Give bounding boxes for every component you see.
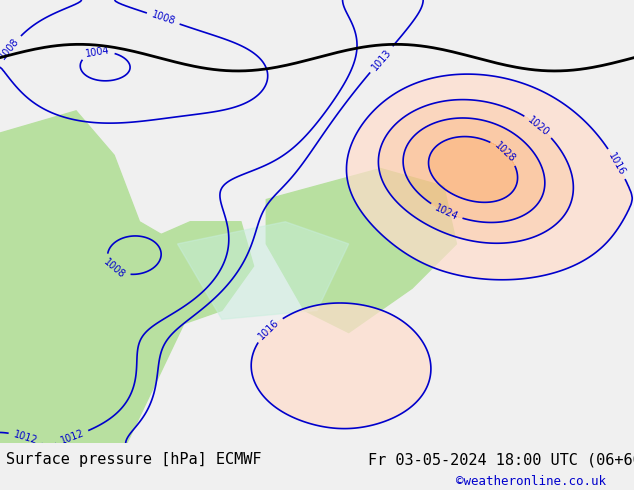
Text: 1028: 1028	[492, 140, 517, 164]
Polygon shape	[266, 169, 456, 333]
Text: 1008: 1008	[102, 257, 127, 280]
Text: ©weatheronline.co.uk: ©weatheronline.co.uk	[456, 475, 607, 488]
Polygon shape	[178, 221, 349, 319]
Text: 1012: 1012	[59, 428, 86, 446]
Text: Fr 03-05-2024 18:00 UTC (06+60): Fr 03-05-2024 18:00 UTC (06+60)	[368, 452, 634, 467]
Text: 1012: 1012	[12, 429, 39, 446]
Text: 1008: 1008	[0, 36, 21, 62]
Text: 1004: 1004	[84, 45, 110, 59]
Text: 1016: 1016	[257, 317, 281, 342]
Text: 1024: 1024	[433, 202, 460, 222]
Text: 1020: 1020	[526, 115, 552, 138]
Text: Surface pressure [hPa] ECMWF: Surface pressure [hPa] ECMWF	[6, 452, 262, 467]
Text: 1008: 1008	[150, 10, 176, 27]
Polygon shape	[0, 111, 190, 443]
Text: 1013: 1013	[370, 47, 393, 72]
Polygon shape	[114, 221, 254, 333]
Text: 1016: 1016	[607, 150, 628, 177]
